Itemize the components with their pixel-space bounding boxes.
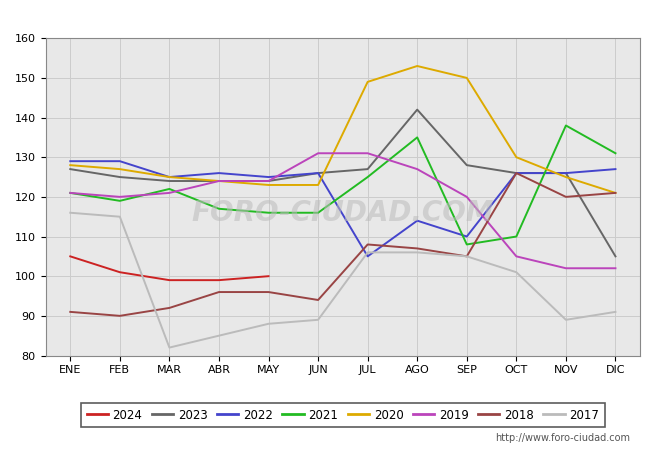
Text: FORO-CIUDAD.COM: FORO-CIUDAD.COM — [192, 199, 494, 227]
Legend: 2024, 2023, 2022, 2021, 2020, 2019, 2018, 2017: 2024, 2023, 2022, 2021, 2020, 2019, 2018… — [81, 403, 605, 428]
Text: http://www.foro-ciudad.com: http://www.foro-ciudad.com — [495, 433, 630, 443]
Text: Afiliados en Porqueira a 31/5/2024: Afiliados en Porqueira a 31/5/2024 — [182, 8, 468, 26]
